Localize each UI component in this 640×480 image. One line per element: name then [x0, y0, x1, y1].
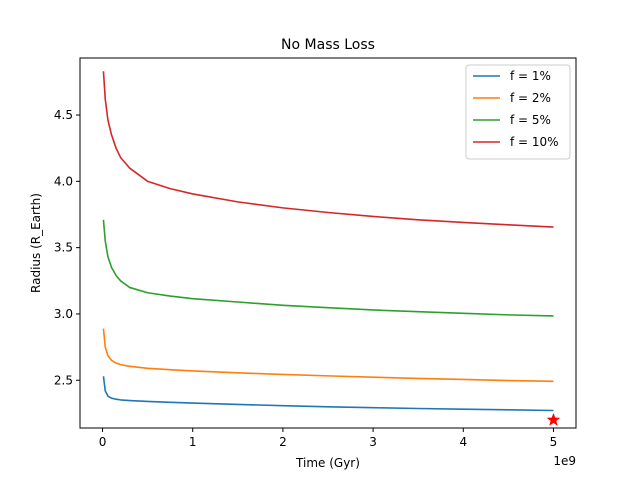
- y-tick-label: 4.0: [54, 174, 73, 188]
- series-line-1: [102, 376, 554, 412]
- x-tick-label: 1: [189, 435, 197, 449]
- y-axis-label: Radius (R_Earth): [29, 193, 43, 293]
- legend-label: f = 2%: [510, 91, 551, 105]
- chart-title: No Mass Loss: [281, 37, 375, 53]
- y-tick-label: 3.5: [54, 241, 73, 255]
- axis-ticks: 0 1 2 3 4 5 2.5 3.0 3.5 4.0 4.5: [54, 108, 557, 449]
- legend-box: [465, 64, 571, 160]
- x-tick-label: 0: [99, 435, 107, 449]
- series-line-4: [102, 71, 554, 228]
- axes-frame: [79, 57, 577, 429]
- y-tick-label: 4.5: [54, 108, 73, 122]
- legend-label: f = 1%: [510, 69, 551, 83]
- x-axis-label: Time (Gyr): [295, 456, 360, 470]
- series-line-3: [102, 219, 554, 317]
- y-tick-label: 3.0: [54, 307, 73, 321]
- plot-area: [102, 71, 561, 426]
- legend-label: f = 10%: [510, 135, 559, 149]
- series-line-2: [102, 328, 554, 383]
- legend: f = 1% f = 2% f = 5% f = 10%: [465, 64, 571, 160]
- x-tick-label: 4: [459, 435, 467, 449]
- star-marker: [546, 412, 561, 426]
- x-axis-offset-label: 1e9: [553, 454, 576, 468]
- x-tick-label: 2: [279, 435, 287, 449]
- legend-label: f = 5%: [510, 113, 551, 127]
- x-tick-label: 5: [550, 435, 558, 449]
- y-tick-label: 2.5: [54, 373, 73, 387]
- x-tick-label: 3: [369, 435, 377, 449]
